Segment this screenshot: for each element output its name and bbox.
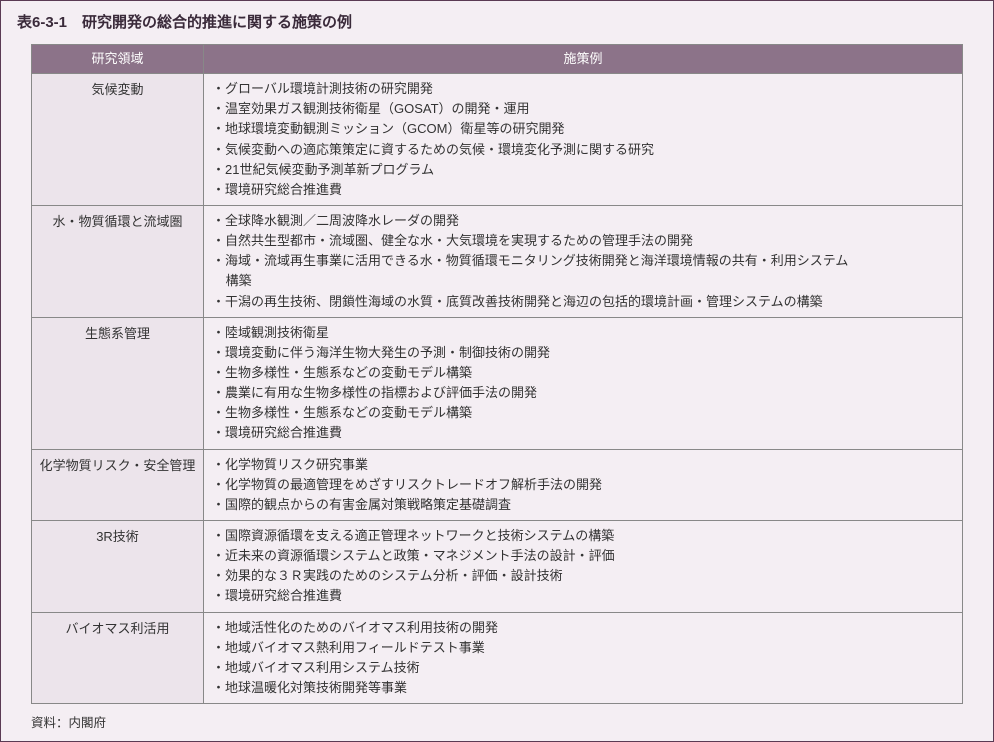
table-row: 気候変動・グローバル環境計測技術の研究開発・温室効果ガス観測技術衛星（GOSAT… <box>32 74 963 206</box>
example-item: ・化学物質リスク研究事業 <box>212 455 954 475</box>
example-item: ・環境研究総合推進費 <box>212 180 954 200</box>
page: 表6-3-1 研究開発の総合的推進に関する施策の例 研究領域 施策例 気候変動・… <box>0 0 994 742</box>
example-item: ・地球温暖化対策技術開発等事業 <box>212 678 954 698</box>
table-title: 表6-3-1 研究開発の総合的推進に関する施策の例 <box>1 1 993 38</box>
example-item: ・地域バイオマス利用システム技術 <box>212 658 954 678</box>
examples-cell: ・陸域観測技術衛星・環境変動に伴う海洋生物大発生の予測・制御技術の開発・生物多様… <box>204 317 963 449</box>
table-wrap: 研究領域 施策例 気候変動・グローバル環境計測技術の研究開発・温室効果ガス観測技… <box>1 38 993 708</box>
example-item: ・近未来の資源循環システムと政策・マネジメント手法の設計・評価 <box>212 546 954 566</box>
policy-table: 研究領域 施策例 気候変動・グローバル環境計測技術の研究開発・温室効果ガス観測技… <box>31 44 963 704</box>
examples-cell: ・化学物質リスク研究事業・化学物質の最適管理をめざすリスクトレードオフ解析手法の… <box>204 449 963 520</box>
example-item: ・効果的な３Ｒ実践のためのシステム分析・評価・設計技術 <box>212 566 954 586</box>
example-item: ・農業に有用な生物多様性の指標および評価手法の開発 <box>212 383 954 403</box>
table-row: 生態系管理・陸域観測技術衛星・環境変動に伴う海洋生物大発生の予測・制御技術の開発… <box>32 317 963 449</box>
col-area-header: 研究領域 <box>32 45 204 74</box>
example-item: ・環境変動に伴う海洋生物大発生の予測・制御技術の開発 <box>212 343 954 363</box>
example-item: ・生物多様性・生態系などの変動モデル構築 <box>212 363 954 383</box>
example-item: ・温室効果ガス観測技術衛星（GOSAT）の開発・運用 <box>212 99 954 119</box>
table-row: 3R技術・国際資源循環を支える適正管理ネットワークと技術システムの構築・近未来の… <box>32 520 963 612</box>
examples-cell: ・国際資源循環を支える適正管理ネットワークと技術システムの構築・近未来の資源循環… <box>204 520 963 612</box>
area-cell: 化学物質リスク・安全管理 <box>32 449 204 520</box>
example-item: ・国際的観点からの有害金属対策戦略策定基礎調査 <box>212 495 954 515</box>
examples-cell: ・グローバル環境計測技術の研究開発・温室効果ガス観測技術衛星（GOSAT）の開発… <box>204 74 963 206</box>
example-item: ・国際資源循環を支える適正管理ネットワークと技術システムの構築 <box>212 526 954 546</box>
area-cell: 水・物質循環と流域圏 <box>32 205 204 317</box>
example-item: ・地域バイオマス熱利用フィールドテスト事業 <box>212 638 954 658</box>
area-cell: 気候変動 <box>32 74 204 206</box>
table-row: 水・物質循環と流域圏・全球降水観測／二周波降水レーダの開発・自然共生型都市・流域… <box>32 205 963 317</box>
example-item: ・地球環境変動観測ミッション（GCOM）衛星等の研究開発 <box>212 119 954 139</box>
example-item: ・全球降水観測／二周波降水レーダの開発 <box>212 211 954 231</box>
example-item-continuation: 構築 <box>212 271 954 291</box>
source-note: 資料：内閣府 <box>1 708 993 741</box>
table-header-row: 研究領域 施策例 <box>32 45 963 74</box>
table-row: 化学物質リスク・安全管理・化学物質リスク研究事業・化学物質の最適管理をめざすリス… <box>32 449 963 520</box>
example-item: ・グローバル環境計測技術の研究開発 <box>212 79 954 99</box>
area-cell: 生態系管理 <box>32 317 204 449</box>
example-item: ・自然共生型都市・流域圏、健全な水・大気環境を実現するための管理手法の開発 <box>212 231 954 251</box>
example-item: ・陸域観測技術衛星 <box>212 323 954 343</box>
example-item: ・環境研究総合推進費 <box>212 423 954 443</box>
example-item: ・干潟の再生技術、閉鎖性海域の水質・底質改善技術開発と海辺の包括的環境計画・管理… <box>212 292 954 312</box>
examples-cell: ・全球降水観測／二周波降水レーダの開発・自然共生型都市・流域圏、健全な水・大気環… <box>204 205 963 317</box>
example-item: ・地域活性化のためのバイオマス利用技術の開発 <box>212 618 954 638</box>
area-cell: バイオマス利活用 <box>32 612 204 704</box>
example-item: ・環境研究総合推進費 <box>212 586 954 606</box>
example-item: ・海域・流域再生事業に活用できる水・物質循環モニタリング技術開発と海洋環境情報の… <box>212 251 954 271</box>
example-item: ・生物多様性・生態系などの変動モデル構築 <box>212 403 954 423</box>
example-item: ・21世紀気候変動予測革新プログラム <box>212 160 954 180</box>
example-item: ・気候変動への適応策策定に資するための気候・環境変化予測に関する研究 <box>212 140 954 160</box>
area-cell: 3R技術 <box>32 520 204 612</box>
examples-cell: ・地域活性化のためのバイオマス利用技術の開発・地域バイオマス熱利用フィールドテス… <box>204 612 963 704</box>
table-row: バイオマス利活用・地域活性化のためのバイオマス利用技術の開発・地域バイオマス熱利… <box>32 612 963 704</box>
col-examples-header: 施策例 <box>204 45 963 74</box>
example-item: ・化学物質の最適管理をめざすリスクトレードオフ解析手法の開発 <box>212 475 954 495</box>
